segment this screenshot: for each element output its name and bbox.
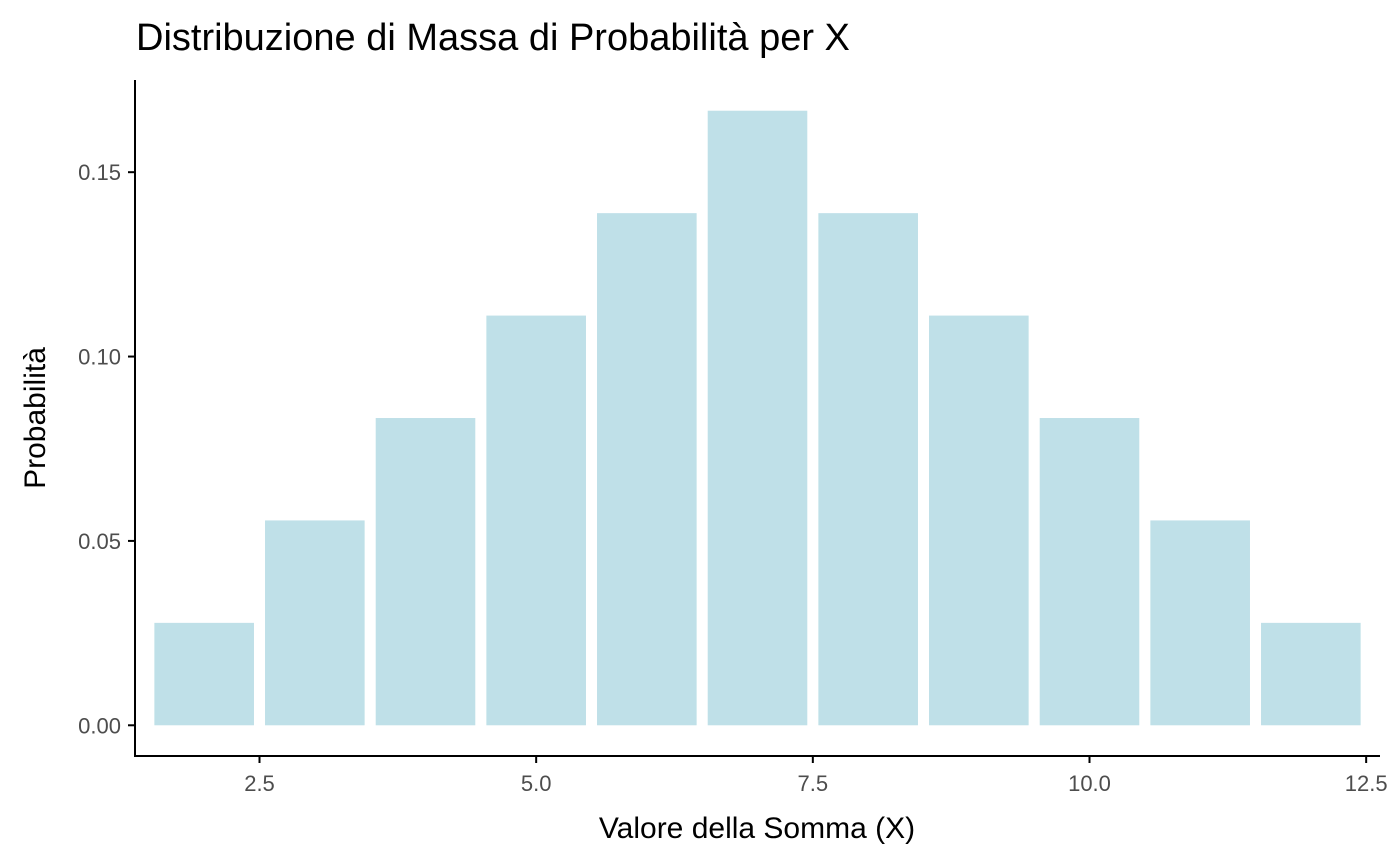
bar-x-8 (818, 213, 918, 726)
bar-x-2 (154, 622, 254, 726)
bar-x-9 (929, 315, 1029, 726)
y-tick-label: 0.00 (78, 713, 121, 738)
bars-layer (154, 110, 1361, 726)
y-ticks-layer: 0.00 0.05 0.10 0.15 (78, 160, 135, 738)
x-ticks-layer: 2.5 5.0 7.5 10.0 12.5 (244, 756, 1388, 796)
bar-x-5 (486, 315, 586, 726)
bar-x-7 (707, 110, 808, 726)
y-axis-label: Probabilità (19, 347, 52, 489)
bar-x-3 (265, 520, 365, 726)
bar-x-4 (375, 418, 476, 726)
x-axis-label: Valore della Somma (X) (599, 812, 915, 845)
x-tick-label: 5.0 (521, 771, 552, 796)
bar-x-10 (1039, 418, 1140, 726)
x-tick-label: 2.5 (244, 771, 275, 796)
bar-x-11 (1150, 520, 1250, 726)
bar-x-12 (1261, 622, 1361, 726)
x-tick-label: 10.0 (1068, 771, 1111, 796)
bar-x-6 (597, 213, 697, 726)
chart-title: Distribuzione di Massa di Probabilità pe… (136, 17, 850, 59)
y-tick-label: 0.10 (78, 345, 121, 370)
y-tick-label: 0.05 (78, 529, 121, 554)
x-tick-label: 7.5 (798, 771, 829, 796)
y-tick-label: 0.15 (78, 160, 121, 185)
x-tick-label: 12.5 (1345, 771, 1388, 796)
